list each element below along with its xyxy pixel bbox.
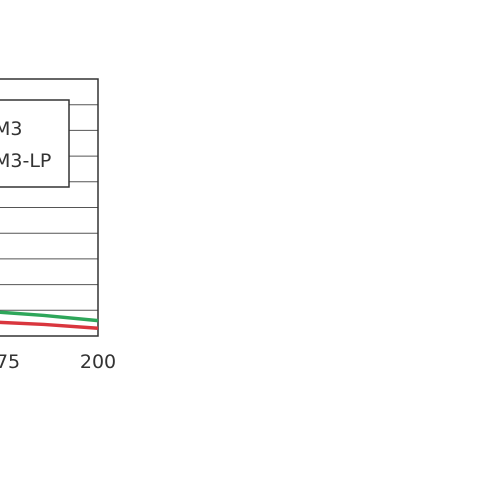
x-tick-200: 200 (80, 351, 116, 373)
x-tick-175: 175 (0, 351, 20, 373)
legend: M3 M3-LP (0, 99, 70, 188)
series-line-0 (0, 310, 99, 323)
series-group (0, 310, 99, 331)
legend-box (0, 99, 70, 188)
legend-entry-m3: M3 (0, 118, 22, 140)
series-line-1 (0, 320, 99, 331)
plot-frame (0, 78, 99, 337)
legend-entry-m3-lp: M3-LP (0, 150, 51, 172)
